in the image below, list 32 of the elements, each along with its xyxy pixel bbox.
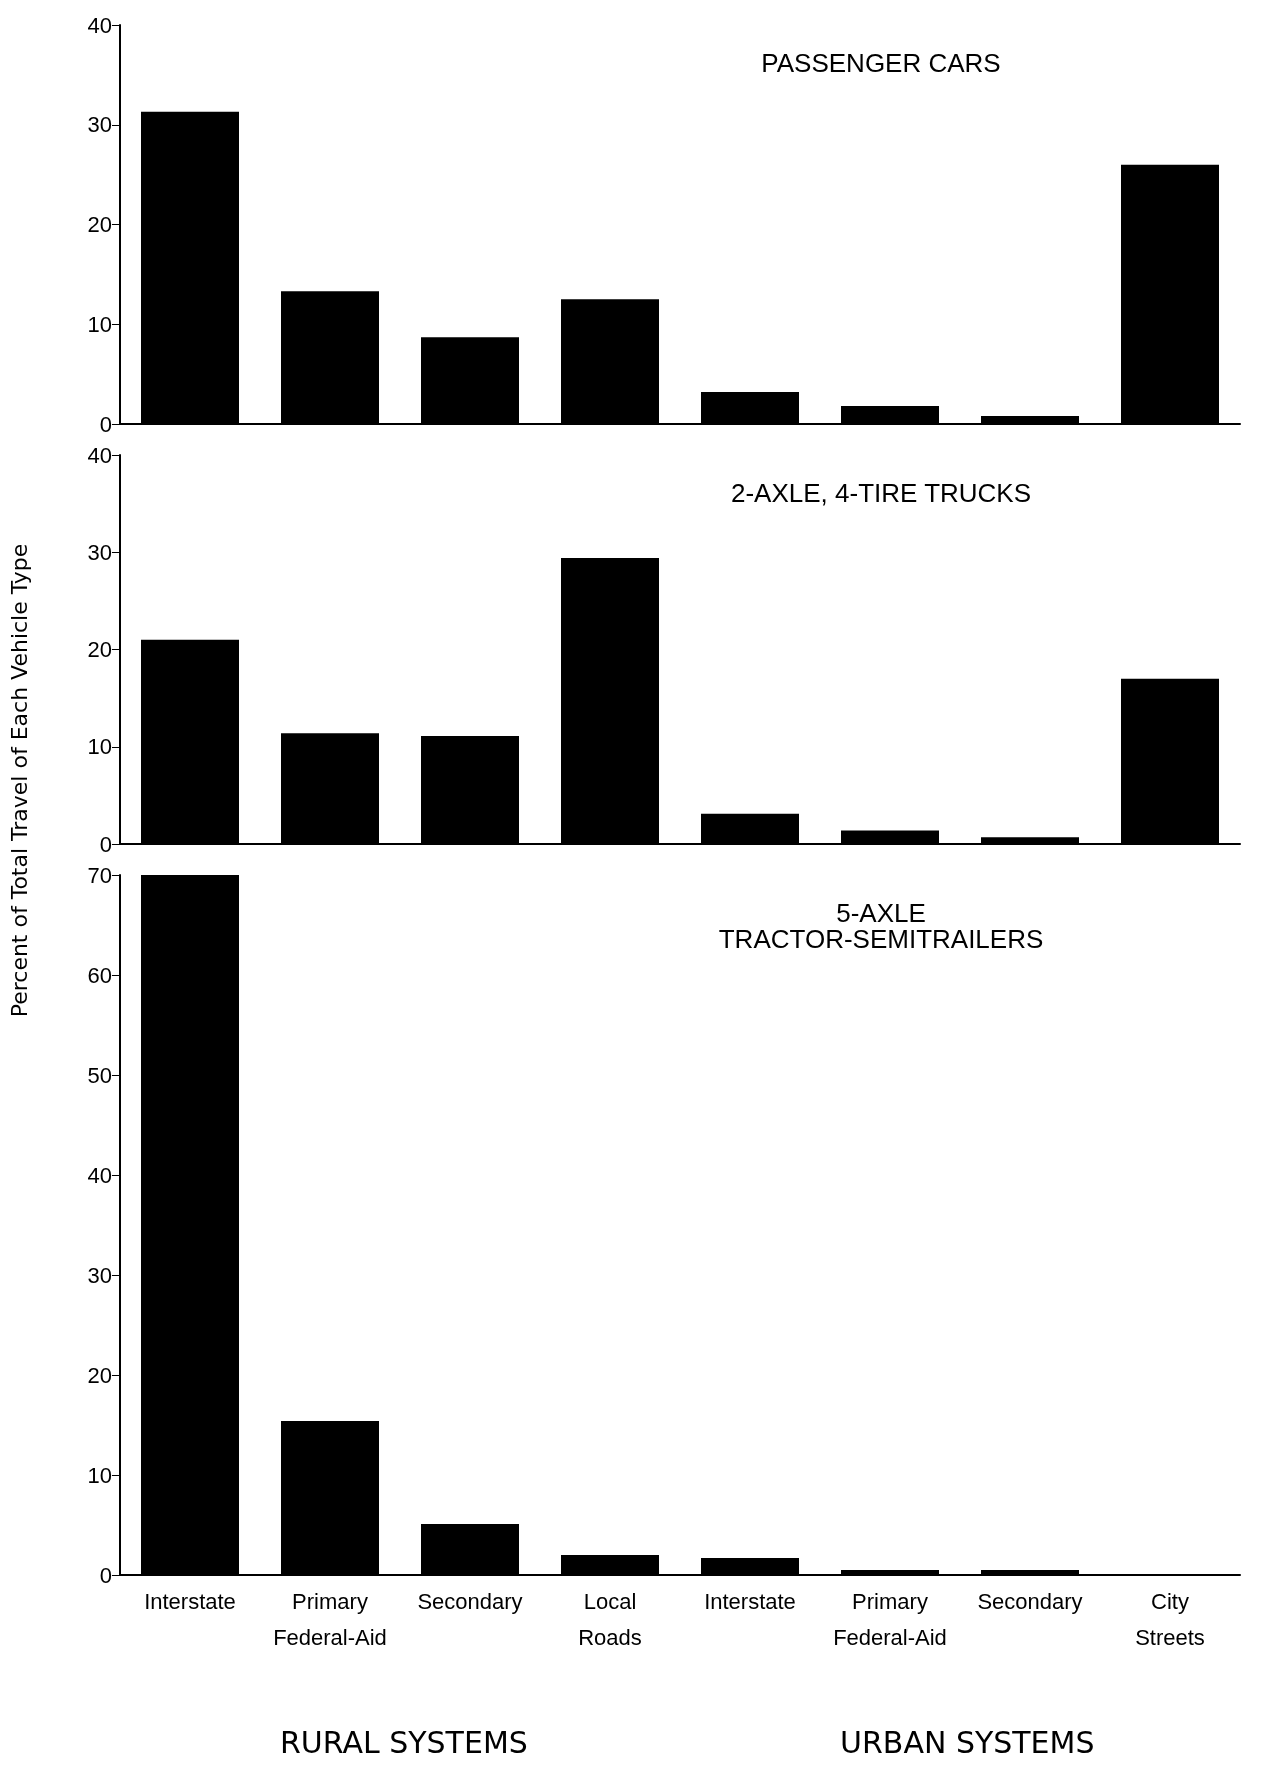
x-tick-label: Local Roads	[578, 1588, 642, 1650]
text: RURAL SYSTEMS	[280, 1724, 528, 1760]
x-tick-label: Interstate	[704, 1588, 796, 1614]
text: PASSENGER CARS	[761, 48, 1001, 78]
y-tick-label: 30	[87, 1262, 112, 1288]
y-tick-label: 20	[87, 1362, 112, 1388]
y-tick-label: 20	[87, 637, 112, 662]
y-tick-label: 60	[87, 962, 112, 988]
x-tick-label: Secondary	[977, 1588, 1083, 1614]
x-tick-label: Primary Federal-Aid	[273, 1588, 387, 1650]
y-tick-label: 40	[87, 1162, 112, 1188]
x-tick-label: Primary Federal-Aid	[833, 1588, 947, 1650]
y-tick-label: 0	[99, 831, 112, 857]
y-tick-label: 40	[87, 442, 112, 468]
x-tick-label: Secondary	[417, 1588, 523, 1614]
text: URBAN SYSTEMS	[840, 1724, 1095, 1760]
y-tick-label: 40	[87, 12, 112, 38]
y-tick-label: 0	[99, 411, 112, 437]
y-tick-label: 30	[87, 112, 112, 138]
text: 2-AXLE, 4-TIRE TRUCKS	[730, 478, 1032, 508]
y-axis-title: Percent of Total Travel of Each Vehicle Type	[7, 543, 33, 1017]
x-tick-label: Interstate	[144, 1588, 236, 1614]
y-tick-label: 20	[87, 212, 112, 237]
x-tick-label: City Streets	[1135, 1588, 1205, 1650]
y-tick-label: 10	[87, 1462, 112, 1488]
y-tick-label: 0	[99, 1562, 112, 1588]
y-tick-label: 10	[87, 311, 112, 337]
y-tick-label: 50	[87, 1062, 112, 1088]
text: 5-AXLE TRACTOR-SEMITRAILERS	[718, 898, 1044, 954]
y-tick-label: 30	[87, 539, 112, 565]
y-tick-label: 10	[87, 734, 112, 760]
y-tick-label: 70	[87, 862, 112, 888]
